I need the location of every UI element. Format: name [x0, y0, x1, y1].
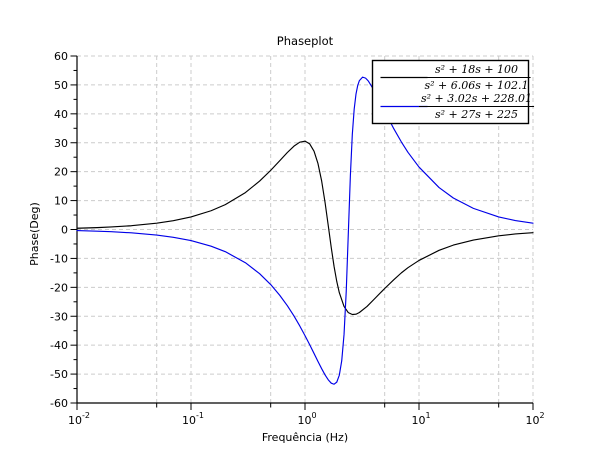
legend-frame — [371, 59, 530, 125]
curve-2 — [76, 76, 534, 385]
x-tick-label: 10-2 — [68, 411, 90, 427]
y-tick-label: -10 — [50, 252, 68, 265]
y-tick-label: 60 — [54, 50, 68, 63]
x-axis-label: Frequência (Hz) — [262, 431, 348, 444]
x-tick-label: 100 — [297, 411, 316, 427]
y-axis-label: Phase(Deg) — [28, 202, 41, 266]
legend-denominator: s² + 6.06s + 102.1 — [424, 79, 528, 92]
curve-1 — [76, 140, 534, 316]
legend-numerator: s² + 18s + 100 — [435, 63, 518, 76]
chart-title: Phaseplot — [277, 34, 334, 48]
y-tick-label: -60 — [50, 397, 68, 410]
y-tick-label: 30 — [54, 137, 68, 150]
y-tick-label: 0 — [61, 224, 68, 237]
x-tick-label: 101 — [411, 411, 430, 427]
y-tick-label: -40 — [50, 339, 68, 352]
legend-denominator: s² + 27s + 225 — [435, 108, 518, 121]
x-tick-label: 102 — [525, 411, 544, 427]
y-tick-label: -30 — [50, 310, 68, 323]
x-tick-label: 10-1 — [182, 411, 204, 427]
y-tick-label: 10 — [54, 195, 68, 208]
y-tick-label: 50 — [54, 79, 68, 92]
y-tick-label: 20 — [54, 166, 68, 179]
legend-box: s² + 18s + 100 s² + 6.06s + 102.1s² + 3.0… — [371, 59, 535, 125]
legend-numerator: s² + 3.02s + 228.01 — [421, 92, 532, 105]
y-tick-label: -20 — [50, 281, 68, 294]
series-layer — [76, 76, 534, 385]
y-tick-label: -50 — [50, 368, 68, 381]
y-tick-label: 40 — [54, 108, 68, 121]
